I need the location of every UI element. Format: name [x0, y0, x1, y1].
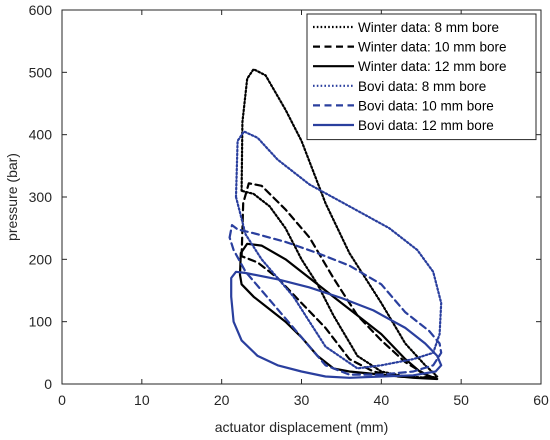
- legend-label-2: Winter data: 10 mm bore: [358, 40, 507, 55]
- x-tick-label: 40: [374, 392, 390, 408]
- legend: Winter data: 8 mm bore Winter data: 10 mm…: [306, 13, 537, 141]
- x-tick-label: 20: [214, 392, 230, 408]
- series-layer: [228, 68, 443, 381]
- series-line-5: [228, 224, 443, 376]
- legend-label-5: Bovi data: 10 mm bore: [358, 98, 494, 113]
- x-tick-label: 0: [58, 392, 66, 408]
- y-tick-label: 200: [29, 251, 53, 267]
- legend-label-4: Bovi data: 8 mm bore: [358, 79, 486, 94]
- legend-label-3: Winter data: 12 mm bore: [358, 59, 507, 74]
- y-tick-label: 400: [29, 127, 53, 143]
- legend-label-6: Bovi data: 12 mm bore: [358, 118, 494, 133]
- series-line-3: [238, 242, 439, 381]
- x-tick-label: 60: [533, 392, 549, 408]
- series-line-1: [240, 68, 439, 379]
- legend-box: [306, 13, 537, 141]
- y-tick-label: 600: [29, 2, 53, 18]
- legend-label-1: Winter data: 8 mm bore: [358, 20, 499, 35]
- y-tick-label: 0: [44, 376, 52, 392]
- x-axis-label: actuator displacement (mm): [215, 419, 389, 435]
- x-tick-label: 50: [453, 392, 469, 408]
- series-line-6: [230, 270, 443, 379]
- x-tick-label: 30: [294, 392, 310, 408]
- series-line-4: [234, 130, 443, 370]
- y-tick-label: 300: [29, 189, 53, 205]
- x-tick-label: 10: [134, 392, 150, 408]
- y-tick-label: 500: [29, 64, 53, 80]
- y-tick-label: 100: [29, 314, 53, 330]
- y-axis-label: pressure (bar): [4, 153, 20, 241]
